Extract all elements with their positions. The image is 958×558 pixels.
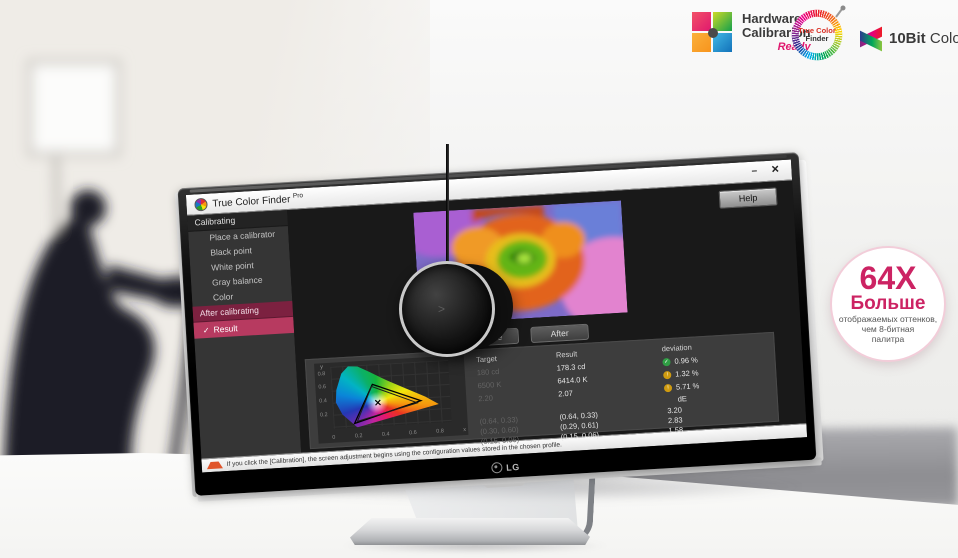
lg-brand-label: LG [505,461,520,473]
after-button[interactable]: After [530,323,590,344]
hardware-calibration-icon [692,12,734,54]
y-tick: 0.2 [319,412,328,419]
calibrator-puck: > [399,261,495,357]
warning-icon [206,461,223,470]
cie-diagram: y 0.8 0.6 0.4 0.2 [314,354,469,444]
calibrator-arrow-glyph: > [438,302,446,316]
calibrator-cable [446,144,449,270]
stand-base [350,518,590,545]
app-main-area: Help [286,180,807,453]
results-table: Target Result deviation 180 cd 178.3 cd … [476,336,772,446]
cie-plot-area [330,359,452,429]
window-title: True Color Finder Pro [212,191,304,210]
calibration-sidebar: Calibrating Place a calibrator Black poi… [187,210,302,459]
gamut-triangles [353,383,423,425]
results-panel: y 0.8 0.6 0.4 0.2 [304,331,780,450]
status-warn-icon: ! [663,383,673,392]
x-axis-ticks: 0 0.2 0.4 0.6 0.8 x [332,426,467,441]
minimize-button[interactable]: – [751,165,758,177]
ten-bit-color-logo: 10Bit Color [860,24,958,52]
calibrator-pen-icon [835,5,846,18]
help-button[interactable]: Help [718,187,778,209]
close-button[interactable]: ✕ [770,164,780,176]
y-axis-label: y [320,364,324,371]
status-ok-icon: ✓ [662,357,671,366]
status-warn-icon: ! [663,370,672,379]
lg-face-icon [490,461,503,474]
check-icon: ✓ [202,325,210,336]
true-color-finder-logo: True Color Finder [790,5,846,62]
sixty-four-x-badge: 64X Больше отображаемых оттенков, чем 8-… [830,246,946,362]
color-wheel-icon [194,197,208,211]
x-axis-label: x [463,426,467,434]
y-tick: 0.8 [317,371,326,378]
pro-superscript: Pro [292,191,304,200]
chevron-icon [860,24,884,52]
y-tick: 0.4 [319,398,328,405]
y-tick: 0.6 [318,384,327,391]
